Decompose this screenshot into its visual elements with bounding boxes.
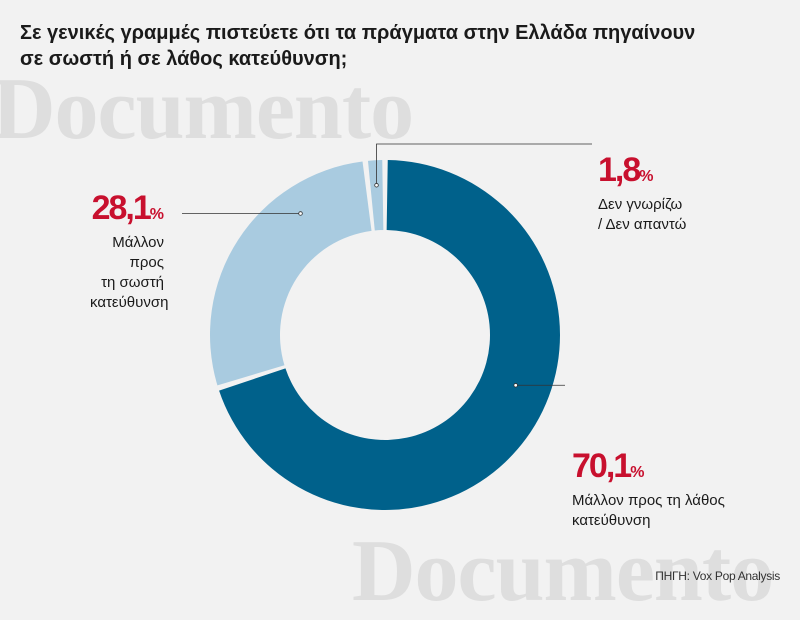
desc-right-line-3: κατεύθυνση: [90, 294, 169, 311]
donut-slice-right: [210, 161, 372, 386]
desc-right-line-2: τη σωστή: [101, 274, 164, 291]
value-label-right: 28,1%: [91, 189, 164, 227]
leader-line-right-dot: [298, 211, 303, 216]
desc-dont-know-line-1: Δεν γνωρίζω: [598, 196, 683, 213]
chart-title: Σε γενικές γραμμές πιστεύετε ότι τα πράγ…: [20, 22, 696, 70]
donut-slice-wrong: [219, 160, 561, 510]
label-wrong-direction: 70,1% Μάλλον προς τη λάθος κατεύθυνση: [572, 448, 725, 531]
label-right-direction: 28,1% Μάλλον προς τη σωστή κατεύθυνση: [90, 189, 169, 313]
donut-chart: [182, 143, 592, 510]
leader-line-dont-know-dot: [374, 183, 379, 188]
donut-slice-dont-know: [367, 160, 384, 231]
source-note: ΠΗΓΗ: Vox Pop Analysis: [655, 569, 780, 583]
leader-line-wrong-dot: [513, 383, 518, 388]
desc-wrong-line-2: κατεύθυνση: [572, 512, 651, 529]
desc-wrong-line-1: Μάλλον προς τη λάθος: [572, 492, 725, 509]
desc-dont-know-line-2: / Δεν απαντώ: [598, 216, 687, 233]
value-label-wrong: 70,1%: [572, 447, 645, 485]
desc-right-line-1: Μάλλον προς: [112, 234, 164, 271]
label-dont-know: 1,8% Δεν γνωρίζω / Δεν απαντώ: [598, 152, 686, 235]
value-label-dont-know: 1,8%: [598, 151, 654, 189]
leader-line-dont-know: [376, 143, 592, 186]
